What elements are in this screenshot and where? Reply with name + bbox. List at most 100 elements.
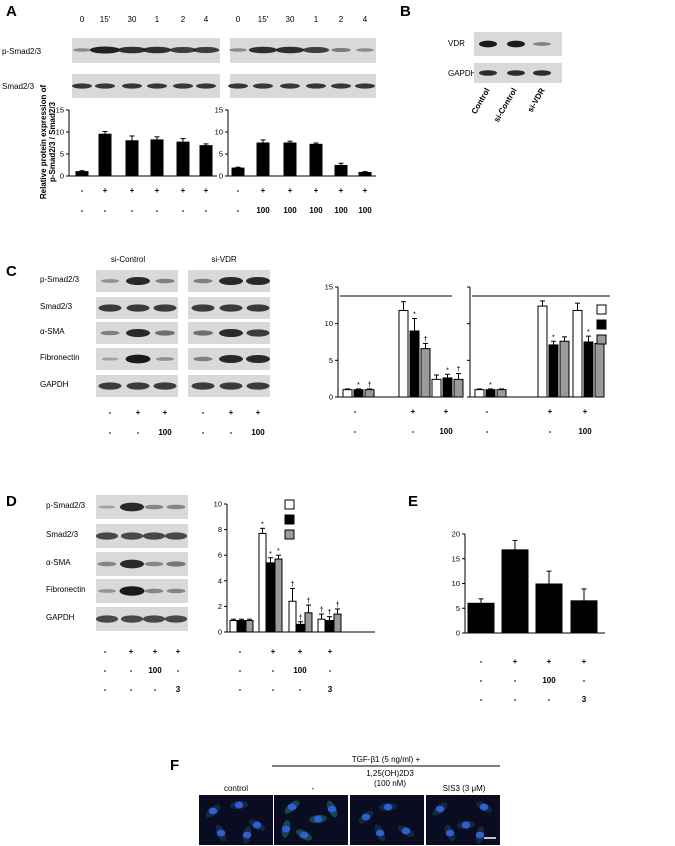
f-header: TGF-β1 (5 ng/ml) + <box>352 755 421 764</box>
d-band <box>95 615 119 623</box>
a-band-smad <box>196 83 216 89</box>
c-legend-swatch <box>596 319 607 330</box>
d-row-label: Fibronectin <box>46 585 86 594</box>
b-band-vdr <box>479 40 497 48</box>
c-band <box>246 304 270 312</box>
c-treatment-value: - <box>137 428 140 437</box>
chart-c: 0 5 10 15 * † * † * † * * * <box>325 283 610 402</box>
f-nucleus <box>475 831 485 839</box>
d-treatment-value: + <box>129 647 134 656</box>
b-band-vdr <box>533 42 551 46</box>
c-chart-treatment-value: - <box>354 407 357 416</box>
c-legend-swatch <box>596 304 607 315</box>
f-nucleus <box>445 829 455 837</box>
a-time-label: 15' <box>258 15 269 24</box>
y-tick-label: 10 <box>452 579 460 588</box>
d-band <box>142 532 166 540</box>
panel-b-bands <box>479 40 551 76</box>
d-bar-annotation: † <box>306 596 310 605</box>
a-band-smad <box>72 83 92 89</box>
y-tick-label: 5 <box>60 150 64 159</box>
c-bar-annotation: * <box>413 310 416 319</box>
f-label-vitd: 1,25(OH)2D3 <box>366 769 414 778</box>
panel-c-blots <box>96 270 270 397</box>
d-treatment-value: 3 <box>176 685 181 694</box>
panel-a-row-labels: p-Smad2/3 Smad2/3 <box>2 47 42 91</box>
a-band-smad <box>147 83 167 89</box>
a-time-label: 0 <box>236 15 241 24</box>
c-treatment-value: 100 <box>158 428 172 437</box>
d-chart-treatment-value: - <box>299 685 302 694</box>
f-nucleus <box>252 821 262 829</box>
c-bar <box>485 389 496 398</box>
d-bar-annotation: † <box>298 613 302 622</box>
a-band-psmad <box>89 46 121 54</box>
e-bar <box>467 602 495 634</box>
panel-a-time-labels: 0 15' 30 1 2 4 0 15' 30 1 2 4 <box>80 15 368 24</box>
c-bar <box>453 378 464 398</box>
a-bar <box>231 167 245 177</box>
c-row-label: Smad2/3 <box>40 302 73 311</box>
c-band <box>246 355 270 363</box>
d-row-label: Smad2/3 <box>46 530 79 539</box>
e-bar <box>570 600 598 634</box>
c-bar-annotation: * <box>587 327 590 336</box>
a-y-axis-label: Relative protein expression ofp-Smad2/3 … <box>39 85 57 200</box>
a-treatment-value: - <box>131 206 134 215</box>
d-treatment-value: - <box>130 685 133 694</box>
f-nucleus <box>287 803 297 811</box>
c-bar-annotation: * <box>357 380 360 389</box>
panel-c-row-labels: p-Smad2/3 Smad2/3 α-SMA Fibronectin GAPDH <box>40 275 80 389</box>
a-band-smad <box>331 83 351 89</box>
d-bar-annotation: † <box>290 579 294 588</box>
c-band <box>101 279 119 283</box>
a-time-label: 0 <box>80 15 85 24</box>
a-bar <box>199 145 213 177</box>
y-tick-label: 15 <box>215 106 223 115</box>
a-band-psmad <box>331 47 351 53</box>
d-chart-treatment-value: + <box>298 647 303 656</box>
d-chart-treatment-value: - <box>239 685 242 694</box>
c-band <box>191 382 215 390</box>
d-bar <box>304 612 313 633</box>
d-band <box>144 588 164 594</box>
d-band <box>164 532 188 540</box>
a-band-psmad <box>275 46 305 54</box>
a-treatment-value: - <box>237 186 240 195</box>
f-label-control: control <box>224 784 248 793</box>
y-tick-label: 15 <box>325 283 333 292</box>
b-lane-label: si-VDR <box>526 86 547 113</box>
e-treatment-value: - <box>514 676 517 685</box>
d-treatment-value: - <box>177 666 180 675</box>
panel-a-bands <box>72 46 375 89</box>
panel-e-treatments: - + + + - - 100 - - - - 3 <box>480 657 587 704</box>
d-band <box>98 589 116 593</box>
d-bar <box>237 619 246 633</box>
b-row-label: GAPDH <box>448 69 477 78</box>
a-band-psmad <box>302 46 330 54</box>
a-treatment-value: + <box>261 186 266 195</box>
y-tick-label: 8 <box>218 525 222 534</box>
e-treatment-value: - <box>480 657 483 666</box>
c-band <box>126 329 150 337</box>
d-band <box>166 588 186 594</box>
a-band-smad <box>253 83 273 89</box>
a-band-smad <box>355 83 375 89</box>
d-chart-treatment-value: - <box>272 666 275 675</box>
c-band <box>193 330 213 336</box>
y-tick-label: 0 <box>60 172 64 181</box>
c-band <box>125 354 151 364</box>
b-lane-label: Control <box>470 87 492 116</box>
f-nucleus <box>461 821 471 829</box>
d-chart-treatment-value: 3 <box>328 685 333 694</box>
y-tick-label: 0 <box>329 393 333 402</box>
d-treatment-value: - <box>154 685 157 694</box>
a-bar <box>358 171 372 177</box>
a-treatment-value: + <box>314 186 319 195</box>
c-bar <box>420 348 431 398</box>
panel-a-treatments: - + + + + + - + + + + + - - - - - - - 100 100 100 100 100 <box>81 186 373 215</box>
c-bar <box>353 389 364 398</box>
d-band <box>144 561 164 567</box>
panel-e-label: E <box>408 493 418 510</box>
